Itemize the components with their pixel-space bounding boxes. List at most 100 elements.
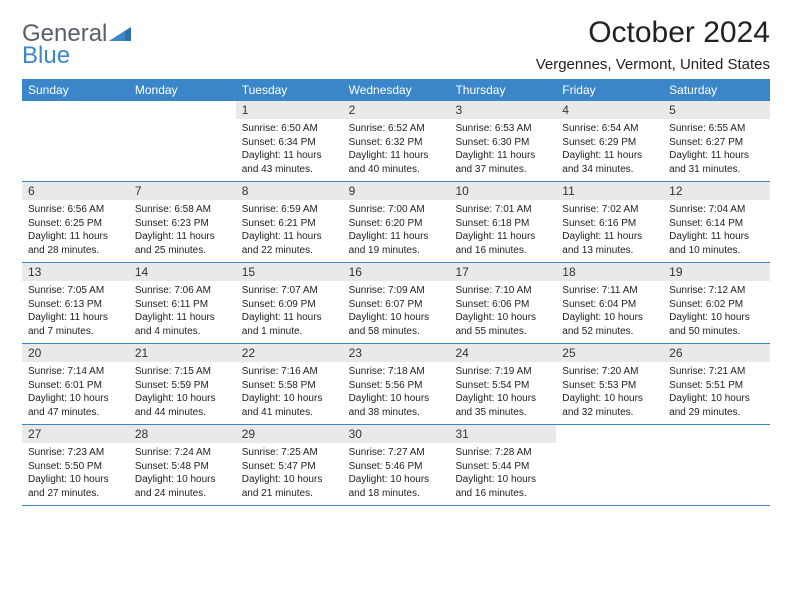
day-detail-line: Sunrise: 7:25 AM bbox=[242, 446, 337, 460]
day-detail-line: and 50 minutes. bbox=[669, 325, 764, 339]
day-number: 31 bbox=[449, 425, 556, 443]
day-details: Sunrise: 7:10 AMSunset: 6:06 PMDaylight:… bbox=[449, 281, 556, 342]
day-detail-line: Daylight: 10 hours bbox=[28, 473, 123, 487]
day-24: 24Sunrise: 7:19 AMSunset: 5:54 PMDayligh… bbox=[449, 344, 556, 424]
dow-sunday: Sunday bbox=[22, 79, 129, 101]
day-28: 28Sunrise: 7:24 AMSunset: 5:48 PMDayligh… bbox=[129, 425, 236, 505]
day-detail-line: and 47 minutes. bbox=[28, 406, 123, 420]
week-row: 6Sunrise: 6:56 AMSunset: 6:25 PMDaylight… bbox=[22, 182, 770, 263]
day-detail-line: Sunset: 6:02 PM bbox=[669, 298, 764, 312]
day-number: 17 bbox=[449, 263, 556, 281]
day-detail-line: and 32 minutes. bbox=[562, 406, 657, 420]
logo-arrow-icon bbox=[109, 23, 131, 45]
dow-monday: Monday bbox=[129, 79, 236, 101]
day-empty bbox=[129, 101, 236, 181]
day-details: Sunrise: 7:27 AMSunset: 5:46 PMDaylight:… bbox=[343, 443, 450, 504]
day-22: 22Sunrise: 7:16 AMSunset: 5:58 PMDayligh… bbox=[236, 344, 343, 424]
day-number: 28 bbox=[129, 425, 236, 443]
day-detail-line: Daylight: 11 hours bbox=[455, 149, 550, 163]
dow-saturday: Saturday bbox=[663, 79, 770, 101]
day-detail-line: Sunrise: 7:27 AM bbox=[349, 446, 444, 460]
day-detail-line: Sunrise: 6:58 AM bbox=[135, 203, 230, 217]
dow-friday: Friday bbox=[556, 79, 663, 101]
day-detail-line: Daylight: 11 hours bbox=[242, 149, 337, 163]
day-detail-line: Daylight: 11 hours bbox=[669, 230, 764, 244]
day-detail-line: and 29 minutes. bbox=[669, 406, 764, 420]
day-21: 21Sunrise: 7:15 AMSunset: 5:59 PMDayligh… bbox=[129, 344, 236, 424]
day-detail-line: Sunrise: 7:09 AM bbox=[349, 284, 444, 298]
day-empty bbox=[663, 425, 770, 505]
day-detail-line: Sunrise: 7:21 AM bbox=[669, 365, 764, 379]
day-detail-line: Sunset: 6:16 PM bbox=[562, 217, 657, 231]
day-detail-line: Sunrise: 7:14 AM bbox=[28, 365, 123, 379]
day-detail-line: and 41 minutes. bbox=[242, 406, 337, 420]
day-detail-line: Sunset: 6:27 PM bbox=[669, 136, 764, 150]
page-title: October 2024 bbox=[536, 16, 770, 50]
day-detail-line: Sunset: 6:01 PM bbox=[28, 379, 123, 393]
day-18: 18Sunrise: 7:11 AMSunset: 6:04 PMDayligh… bbox=[556, 263, 663, 343]
day-16: 16Sunrise: 7:09 AMSunset: 6:07 PMDayligh… bbox=[343, 263, 450, 343]
day-detail-line: Daylight: 11 hours bbox=[242, 230, 337, 244]
week-row: 1Sunrise: 6:50 AMSunset: 6:34 PMDaylight… bbox=[22, 101, 770, 182]
day-details: Sunrise: 7:04 AMSunset: 6:14 PMDaylight:… bbox=[663, 200, 770, 261]
day-number bbox=[663, 425, 770, 429]
day-details: Sunrise: 7:15 AMSunset: 5:59 PMDaylight:… bbox=[129, 362, 236, 423]
day-26: 26Sunrise: 7:21 AMSunset: 5:51 PMDayligh… bbox=[663, 344, 770, 424]
day-detail-line: Sunrise: 7:15 AM bbox=[135, 365, 230, 379]
day-details: Sunrise: 7:05 AMSunset: 6:13 PMDaylight:… bbox=[22, 281, 129, 342]
day-details: Sunrise: 6:53 AMSunset: 6:30 PMDaylight:… bbox=[449, 119, 556, 180]
day-detail-line: Daylight: 11 hours bbox=[669, 149, 764, 163]
day-details: Sunrise: 6:54 AMSunset: 6:29 PMDaylight:… bbox=[556, 119, 663, 180]
day-detail-line: and 34 minutes. bbox=[562, 163, 657, 177]
day-detail-line: Sunrise: 7:20 AM bbox=[562, 365, 657, 379]
day-empty bbox=[556, 425, 663, 505]
day-detail-line: Daylight: 10 hours bbox=[135, 392, 230, 406]
day-detail-line: and 55 minutes. bbox=[455, 325, 550, 339]
day-detail-line: and 18 minutes. bbox=[349, 487, 444, 501]
day-detail-line: Sunrise: 7:28 AM bbox=[455, 446, 550, 460]
day-detail-line: and 37 minutes. bbox=[455, 163, 550, 177]
day-31: 31Sunrise: 7:28 AMSunset: 5:44 PMDayligh… bbox=[449, 425, 556, 505]
day-6: 6Sunrise: 6:56 AMSunset: 6:25 PMDaylight… bbox=[22, 182, 129, 262]
day-detail-line: Sunset: 6:30 PM bbox=[455, 136, 550, 150]
day-19: 19Sunrise: 7:12 AMSunset: 6:02 PMDayligh… bbox=[663, 263, 770, 343]
day-number: 9 bbox=[343, 182, 450, 200]
day-detail-line: Sunrise: 6:50 AM bbox=[242, 122, 337, 136]
day-13: 13Sunrise: 7:05 AMSunset: 6:13 PMDayligh… bbox=[22, 263, 129, 343]
day-detail-line: Sunrise: 6:53 AM bbox=[455, 122, 550, 136]
day-detail-line: Sunrise: 7:16 AM bbox=[242, 365, 337, 379]
day-detail-line: Daylight: 11 hours bbox=[455, 230, 550, 244]
day-17: 17Sunrise: 7:10 AMSunset: 6:06 PMDayligh… bbox=[449, 263, 556, 343]
day-detail-line: Sunset: 5:56 PM bbox=[349, 379, 444, 393]
day-detail-line: and 7 minutes. bbox=[28, 325, 123, 339]
day-9: 9Sunrise: 7:00 AMSunset: 6:20 PMDaylight… bbox=[343, 182, 450, 262]
day-detail-line: and 21 minutes. bbox=[242, 487, 337, 501]
day-details: Sunrise: 6:56 AMSunset: 6:25 PMDaylight:… bbox=[22, 200, 129, 261]
day-detail-line: Sunrise: 7:23 AM bbox=[28, 446, 123, 460]
week-row: 20Sunrise: 7:14 AMSunset: 6:01 PMDayligh… bbox=[22, 344, 770, 425]
day-details: Sunrise: 7:07 AMSunset: 6:09 PMDaylight:… bbox=[236, 281, 343, 342]
dow-wednesday: Wednesday bbox=[343, 79, 450, 101]
day-5: 5Sunrise: 6:55 AMSunset: 6:27 PMDaylight… bbox=[663, 101, 770, 181]
week-row: 13Sunrise: 7:05 AMSunset: 6:13 PMDayligh… bbox=[22, 263, 770, 344]
day-detail-line: Sunset: 5:44 PM bbox=[455, 460, 550, 474]
day-detail-line: Daylight: 10 hours bbox=[349, 473, 444, 487]
day-number: 22 bbox=[236, 344, 343, 362]
day-detail-line: Sunset: 6:32 PM bbox=[349, 136, 444, 150]
day-number: 13 bbox=[22, 263, 129, 281]
day-number: 5 bbox=[663, 101, 770, 119]
logo-word-2: Blue bbox=[22, 44, 131, 68]
day-detail-line: Sunrise: 7:05 AM bbox=[28, 284, 123, 298]
day-detail-line: Daylight: 10 hours bbox=[349, 311, 444, 325]
day-detail-line: Sunset: 5:54 PM bbox=[455, 379, 550, 393]
day-number: 15 bbox=[236, 263, 343, 281]
day-4: 4Sunrise: 6:54 AMSunset: 6:29 PMDaylight… bbox=[556, 101, 663, 181]
day-details: Sunrise: 7:19 AMSunset: 5:54 PMDaylight:… bbox=[449, 362, 556, 423]
day-detail-line: Daylight: 10 hours bbox=[562, 311, 657, 325]
day-detail-line: and 16 minutes. bbox=[455, 244, 550, 258]
logo: General Blue bbox=[22, 16, 131, 68]
day-details: Sunrise: 6:55 AMSunset: 6:27 PMDaylight:… bbox=[663, 119, 770, 180]
day-23: 23Sunrise: 7:18 AMSunset: 5:56 PMDayligh… bbox=[343, 344, 450, 424]
day-number: 10 bbox=[449, 182, 556, 200]
day-details: Sunrise: 6:50 AMSunset: 6:34 PMDaylight:… bbox=[236, 119, 343, 180]
